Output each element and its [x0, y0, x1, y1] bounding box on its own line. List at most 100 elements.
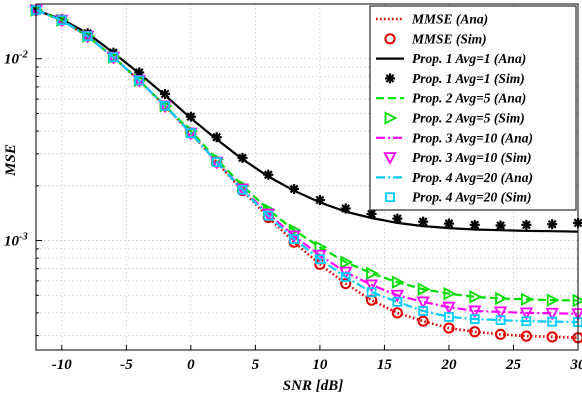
series-4-point: [340, 203, 351, 214]
x-tick-label: 5: [252, 357, 260, 373]
y-axis-label: MSE: [3, 144, 19, 177]
legend-label: MMSE (Ana): [411, 12, 488, 27]
x-tick-label: -10: [52, 357, 72, 373]
series-9-line: [35, 9, 579, 324]
series-10-point: [547, 316, 558, 327]
series-6-point: [443, 287, 457, 301]
legend-marker-sample: [384, 111, 398, 125]
series-10-point: [418, 306, 429, 316]
series-10-point: [340, 272, 351, 282]
legend-entry: MMSE (Ana): [376, 12, 488, 27]
asterisk-stroke: [496, 221, 505, 230]
series-10-point: [469, 314, 480, 324]
series-3-line: [35, 9, 579, 233]
y-tick-label: 10-2: [4, 50, 28, 68]
series-4-point: [366, 208, 377, 219]
legend-entry: Prop. 4 Avg=20 (Ana): [376, 170, 533, 185]
series-8-point: [364, 279, 379, 293]
series-6-point: [314, 240, 328, 254]
series-4-point: [469, 219, 480, 230]
legend-label: Prop. 2 Avg=5 (Ana): [412, 91, 526, 106]
series-2-point: [443, 322, 455, 334]
legend-entry: Prop. 4 Avg=20 (Sim): [385, 190, 531, 205]
series-10-point: [392, 296, 403, 307]
series-8-point: [493, 306, 508, 320]
asterisk-stroke: [341, 204, 351, 213]
legend-label: Prop. 3 Avg=10 (Ana): [412, 130, 533, 145]
legend-entry: Prop. 2 Avg=5 (Ana): [376, 91, 526, 106]
legend-entry: Prop. 3 Avg=10 (Sim): [383, 150, 531, 166]
series-4-point: [289, 184, 300, 195]
legend-label: Prop. 1 Avg=1 (Ana): [412, 51, 526, 66]
series-4-point: [185, 111, 196, 122]
series-4-point: [314, 195, 325, 206]
series-2-point: [391, 307, 403, 319]
series-8-point: [468, 305, 482, 319]
legend: MMSE (Ana) MMSE (Sim) Prop. 1 Avg=1 (Ana) P…: [369, 5, 577, 211]
series-6-point: [391, 275, 405, 289]
x-tick-label: -5: [120, 357, 133, 373]
series-6-point: [417, 282, 431, 296]
series-4-point: [443, 218, 454, 229]
axis-ticks: -10 -5 0 5 10 15 20 25 30 10-2 10-3: [4, 50, 582, 373]
series-10-point: [185, 128, 196, 138]
legend-marker-sample: [384, 33, 396, 45]
asterisk-stroke: [186, 112, 196, 122]
series-4-point: [392, 213, 403, 224]
x-tick-label: 0: [187, 357, 195, 373]
series-6-point: [546, 293, 560, 307]
series-2-point: [417, 315, 429, 327]
asterisk-stroke: [212, 132, 222, 142]
asterisk-stroke: [392, 214, 402, 223]
x-axis-label: SNR [dB]: [283, 378, 343, 394]
series-4-point: [263, 169, 274, 180]
plot-frame: [35, 3, 579, 351]
legend-label: Prop. 2 Avg=5 (Sim): [412, 111, 525, 126]
legend-entry: Prop. 2 Avg=5 (Sim): [384, 111, 525, 126]
series-2-point: [546, 331, 558, 343]
asterisk-stroke: [263, 170, 273, 180]
series-4-point: [495, 220, 506, 231]
plot-series: [29, 3, 582, 344]
asterisk-stroke: [160, 89, 170, 99]
series-4-point: [160, 88, 171, 99]
x-tick-label: 15: [377, 357, 393, 373]
x-tick-label: 30: [570, 357, 582, 373]
series-10-point: [315, 254, 325, 265]
series-8-point: [519, 307, 534, 321]
asterisk-stroke: [385, 74, 395, 83]
asterisk-stroke: [547, 219, 557, 229]
series-2-point: [469, 326, 481, 338]
series-10-point: [56, 15, 67, 26]
legend-label: MMSE (Sim): [411, 31, 487, 46]
legend-label: Prop. 4 Avg=20 (Sim): [412, 190, 531, 205]
series-10-point: [495, 315, 506, 326]
series-8-point: [442, 301, 456, 315]
legend-marker-sample: [383, 152, 397, 166]
series-10-point: [237, 184, 248, 195]
legend-marker-sample: [385, 192, 395, 203]
series-10-point: [444, 312, 454, 322]
asterisk-stroke: [367, 209, 376, 219]
series-4-point: [521, 219, 532, 230]
series-10-point: [263, 210, 274, 221]
series-6-point: [469, 290, 483, 304]
asterisk-stroke: [134, 68, 144, 77]
y-tick-label: 10-3: [4, 232, 28, 250]
series-6-point: [495, 291, 509, 306]
series-8-point: [416, 296, 430, 310]
series-2-point: [520, 330, 532, 342]
legend-label: Prop. 1 Avg=1 (Sim): [412, 71, 525, 86]
legend-label: Prop. 3 Avg=10 (Sim): [412, 150, 531, 165]
series-10-point: [211, 157, 222, 168]
asterisk-stroke: [522, 220, 531, 230]
series-6-point: [288, 223, 302, 237]
x-tick-label: 25: [505, 357, 522, 373]
series-4-point: [211, 132, 222, 143]
series-10-point: [82, 31, 93, 42]
asterisk-stroke: [418, 217, 428, 227]
legend-marker-sample: [385, 73, 395, 84]
legend-entry: Prop. 1 Avg=1 (Ana): [376, 51, 526, 66]
legend-label: Prop. 4 Avg=20 (Ana): [412, 170, 533, 185]
